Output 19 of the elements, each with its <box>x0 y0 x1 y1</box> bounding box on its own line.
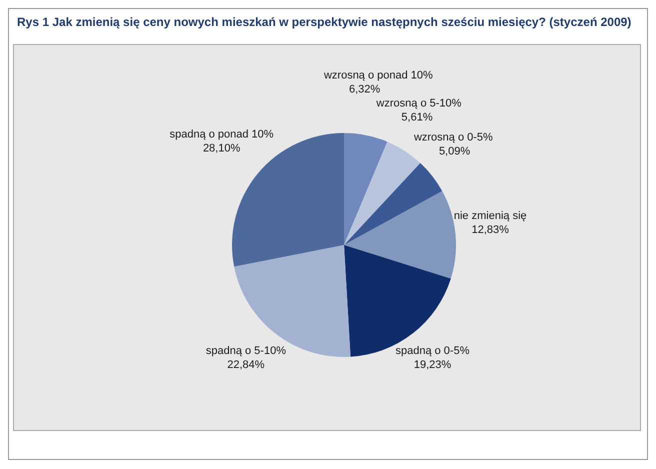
pie-slice <box>344 133 388 245</box>
slice-label: wzrosną o 5-10% <box>375 97 462 110</box>
data-label: 22,84% <box>227 359 265 372</box>
slice-label: spadną o 0-5% <box>395 344 470 357</box>
pie-slice <box>344 163 442 245</box>
slice-label: wzrosną o ponad 10% <box>322 69 434 82</box>
pie-slice <box>344 142 420 245</box>
slice-label: nie zmienią się <box>454 210 527 222</box>
data-label: 5,61% <box>401 111 433 124</box>
data-label: 12,83% <box>472 224 510 236</box>
slice-label: spadną o ponad 10% <box>170 128 274 140</box>
data-label: 28,10% <box>202 142 240 154</box>
slice-label: spadną o 5-10% <box>206 345 286 358</box>
pie-slice <box>344 191 456 279</box>
data-label: 19,23% <box>414 358 452 371</box>
data-label: 5,09% <box>438 146 470 158</box>
chart-title: Rys 1 Jak zmienią się ceny nowych mieszkań w perspektywie następnych sześciu miesięcy? (styczeń 2009) <box>16 14 632 31</box>
data-label: 6,32% <box>348 83 380 96</box>
slice-label: wzrosną o 0-5% <box>412 132 494 144</box>
